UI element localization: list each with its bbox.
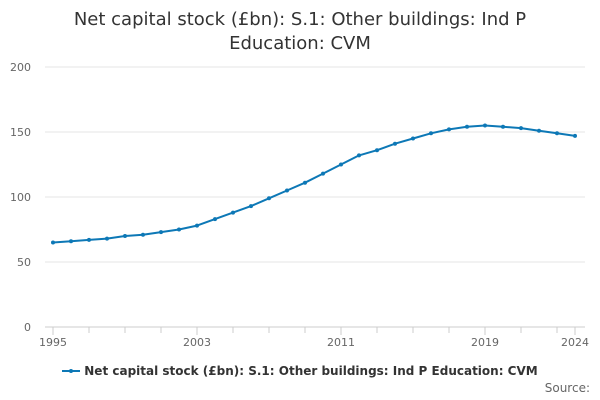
y-axis-labels: 0 50 100 150 200 <box>10 61 31 334</box>
data-point-2016[interactable] <box>429 131 433 136</box>
data-point-2011[interactable] <box>339 162 343 167</box>
x-axis <box>45 326 585 335</box>
data-point-2022[interactable] <box>537 128 541 133</box>
y-tick-label: 100 <box>10 191 31 204</box>
y-tick-label: 150 <box>10 126 31 139</box>
data-point-2018[interactable] <box>465 124 469 129</box>
y-tick-label: 0 <box>24 321 31 334</box>
data-point-1995[interactable] <box>51 240 55 245</box>
data-point-1998[interactable] <box>105 236 109 241</box>
legend-line-marker-icon <box>62 366 81 376</box>
chart-title: Net capital stock (£bn): S.1: Other buil… <box>73 9 527 54</box>
data-point-2015[interactable] <box>411 136 415 141</box>
y-tick-label: 50 <box>17 256 31 269</box>
x-tick-label: 2024 <box>561 336 589 349</box>
data-point-2002[interactable] <box>177 227 181 232</box>
series-layer <box>51 123 577 245</box>
data-point-2010[interactable] <box>321 171 325 176</box>
source-label: Source: <box>544 381 590 395</box>
x-tick-label: 2003 <box>183 336 211 349</box>
data-point-2001[interactable] <box>159 230 163 235</box>
gridlines <box>45 66 585 263</box>
data-point-2000[interactable] <box>141 232 145 237</box>
data-point-2007[interactable] <box>267 196 271 201</box>
x-tick-label: 2019 <box>471 336 499 349</box>
data-point-2019[interactable] <box>483 123 487 128</box>
data-point-2023[interactable] <box>555 131 559 136</box>
data-point-2004[interactable] <box>213 217 217 222</box>
x-tick-label: 1995 <box>39 336 67 349</box>
legend[interactable]: Net capital stock (£bn): S.1: Other buil… <box>0 364 600 378</box>
data-point-2021[interactable] <box>519 126 523 131</box>
y-tick-label: 200 <box>10 61 31 74</box>
data-point-2003[interactable] <box>195 223 199 228</box>
data-point-2014[interactable] <box>393 141 397 146</box>
data-point-2020[interactable] <box>501 124 505 129</box>
data-point-2012[interactable] <box>357 153 361 158</box>
x-axis-labels: 1995 2003 2011 2019 2024 <box>39 336 589 349</box>
data-point-1997[interactable] <box>87 237 91 242</box>
data-point-2005[interactable] <box>231 210 235 215</box>
data-point-1996[interactable] <box>69 239 73 244</box>
series-line <box>52 124 576 244</box>
x-tick-label: 2011 <box>327 336 355 349</box>
data-point-2008[interactable] <box>285 188 289 193</box>
data-point-2017[interactable] <box>447 127 451 132</box>
data-point-1999[interactable] <box>123 234 127 238</box>
data-point-2013[interactable] <box>375 148 379 153</box>
data-point-2009[interactable] <box>303 180 307 185</box>
legend-label: Net capital stock (£bn): S.1: Other buil… <box>84 364 538 378</box>
data-point-2006[interactable] <box>249 204 253 209</box>
data-point-2024[interactable] <box>573 133 577 138</box>
